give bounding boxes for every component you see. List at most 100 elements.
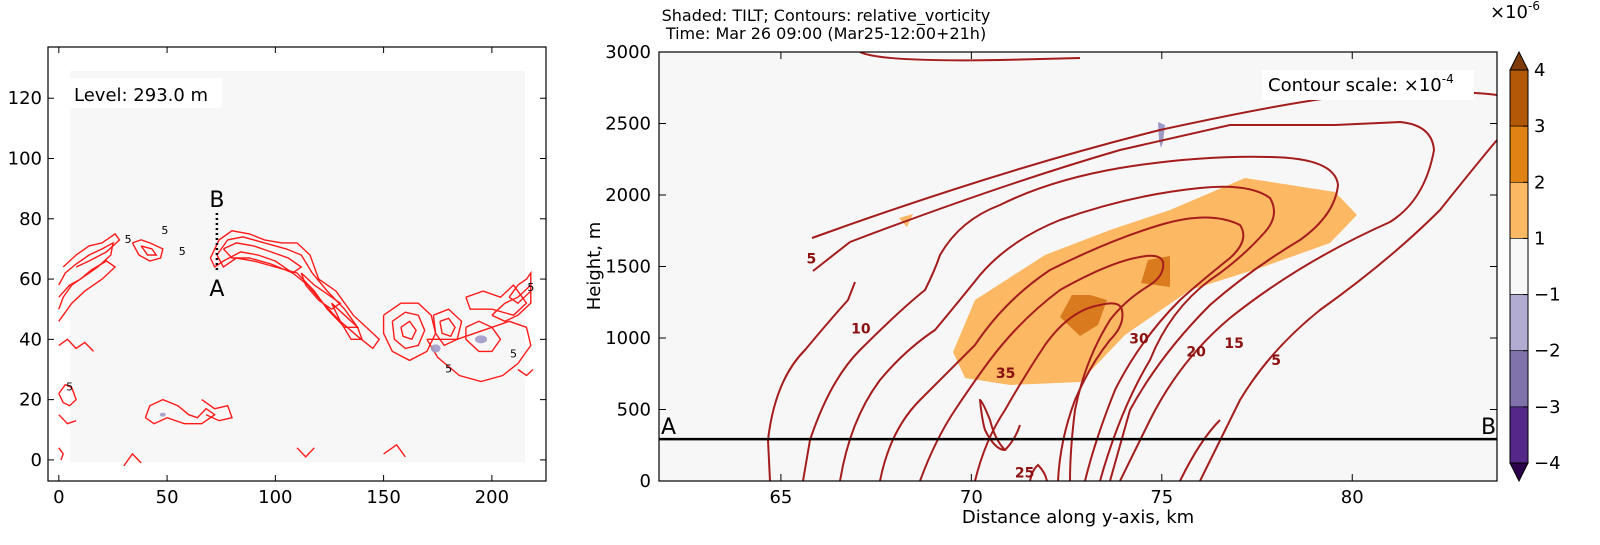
reference-start-label: A	[661, 415, 676, 440]
y-tick-label: 40	[19, 329, 42, 350]
y-tick-label: 0	[31, 450, 42, 471]
contour-line	[766, 281, 856, 481]
colorbar-segment	[1509, 294, 1529, 352]
contour-label: 25	[1015, 465, 1034, 481]
y-tick-label: 20	[19, 390, 42, 411]
contour-line	[812, 120, 1436, 481]
contour-line	[131, 239, 164, 262]
contour-line	[391, 311, 426, 350]
y-tick-label: 0	[640, 471, 651, 492]
x-tick-label: 200	[475, 487, 509, 508]
y-tick-label: 3000	[605, 42, 651, 63]
colorbar-segment	[1509, 238, 1529, 295]
y-tick-label: 2000	[605, 185, 651, 206]
contour-line	[58, 447, 64, 461]
contour-line	[58, 383, 77, 407]
y-tick-label: 2500	[605, 114, 651, 135]
contour-line	[58, 414, 77, 425]
colorbar-segment	[1509, 125, 1529, 183]
contour-line	[974, 302, 1124, 481]
colorbar-tick-label: −3	[1534, 397, 1561, 418]
contour-label: 5	[125, 233, 132, 246]
y-tick-label: 1500	[605, 257, 651, 278]
contour-line	[508, 270, 532, 305]
contour-label: 10	[851, 322, 871, 338]
colorbar-segment	[1509, 406, 1529, 464]
x-tick-label: 100	[258, 487, 292, 508]
contour-line	[517, 368, 534, 377]
contour-label: 15	[1224, 336, 1243, 352]
contour-line	[296, 447, 315, 458]
contour-label: 5	[445, 363, 452, 376]
x-tick-label: 150	[366, 487, 400, 508]
contour-line	[1199, 139, 1497, 481]
contour-label: 20	[1186, 345, 1206, 361]
contour-line	[382, 302, 437, 362]
colorbar-tick-label: −2	[1534, 341, 1561, 362]
colorbar-tick-label: −1	[1534, 285, 1561, 306]
right-x-ticks: 65 70 75 80	[769, 52, 1364, 508]
left-annotation-box	[70, 78, 222, 108]
colorbar-extend-bottom	[1509, 462, 1529, 483]
left-data-field	[70, 71, 525, 462]
contour-line	[879, 216, 1245, 481]
contour-line	[123, 452, 142, 467]
colorbar-segment	[1509, 350, 1529, 408]
y-tick-label: 60	[19, 269, 42, 290]
right-y-ticks: 0 500 1000 1500 2000 2500 3000	[605, 42, 1497, 492]
section-start-label: A	[209, 277, 224, 302]
contour-line	[491, 283, 532, 323]
colorbar-tick-label: 3	[1534, 116, 1545, 137]
contour-line	[859, 52, 1081, 62]
y-tick-label: 500	[617, 400, 651, 421]
left-x-ticks: 0 50 100 150 200	[53, 47, 509, 508]
x-tick-label: 75	[1150, 487, 1173, 508]
vorticity-contours	[766, 52, 1497, 481]
left-section-line: AB	[209, 188, 224, 302]
contour-label: 35	[996, 366, 1015, 382]
contour-line	[426, 320, 532, 383]
contour-line	[978, 398, 1021, 452]
y-tick-label: 120	[8, 88, 42, 109]
negative-patch	[475, 335, 488, 344]
right-panel: Shaded: TILT; Contours: relative_vortici…	[584, 6, 1498, 528]
negative-patch	[159, 412, 166, 417]
contour-line	[439, 317, 456, 338]
contour-line	[222, 242, 303, 274]
contour-label: 5	[527, 281, 534, 294]
section-end-label: B	[209, 188, 224, 213]
left-contours	[58, 230, 534, 467]
reference-end-label: B	[1481, 415, 1496, 440]
left-level-annotation: Level: 293.0 m	[74, 85, 208, 106]
y-tick-label: 80	[19, 209, 42, 230]
contour-line	[1029, 463, 1048, 481]
colorbar: 4 3 2 1 −1 −2 −3 −4	[1509, 50, 1561, 483]
x-tick-label: 65	[769, 487, 792, 508]
contour-line	[209, 230, 381, 350]
colorbar-segment	[1509, 181, 1529, 239]
contour-scale-box	[1262, 70, 1474, 100]
contour-line	[58, 260, 117, 322]
contour-label: 5	[1271, 353, 1281, 369]
contour-line	[144, 398, 216, 425]
colorbar-tick-label: 1	[1534, 228, 1545, 249]
contour-line	[919, 254, 1165, 481]
contour-label: 5	[806, 252, 816, 268]
colorbar-frame	[1509, 69, 1529, 464]
contour-line	[62, 232, 121, 268]
contour-scale-annotation: Contour scale: ×10-4	[1268, 72, 1454, 96]
x-tick-label: 50	[156, 487, 179, 508]
contour-line	[465, 284, 528, 316]
contour-label: 5	[66, 381, 73, 394]
contour-label: 5	[179, 245, 186, 258]
right-title-line1: Shaded: TILT; Contours: relative_vortici…	[662, 6, 991, 26]
contour-line	[300, 272, 342, 311]
colorbar-tick-label: −4	[1534, 453, 1561, 474]
contour-line	[802, 155, 1340, 481]
negative-patch	[430, 344, 441, 353]
contour-line	[140, 245, 158, 256]
contour-line	[383, 443, 406, 458]
